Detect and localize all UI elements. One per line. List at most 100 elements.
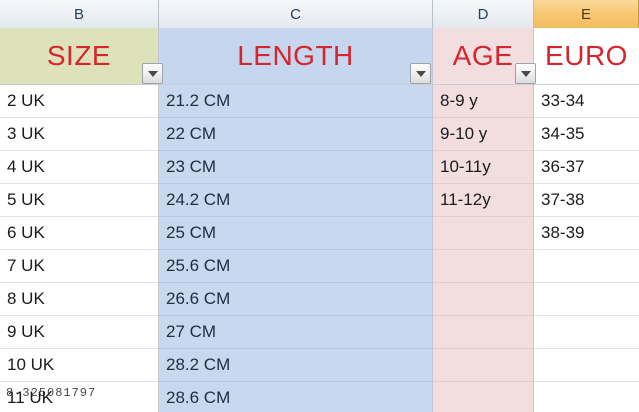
grid-body: SIZE 2 UK 3 UK 4 UK 5 UK 6 UK 7 UK 8 UK … xyxy=(0,28,639,412)
table-row[interactable]: 9-10 y xyxy=(433,118,534,151)
table-row[interactable] xyxy=(534,250,639,283)
column-header-c[interactable]: C xyxy=(159,0,433,28)
table-row[interactable] xyxy=(433,250,534,283)
column-divider-cd xyxy=(432,28,433,412)
column-d-age: AGE 8-9 y 9-10 y 10-11y 11-12y xyxy=(433,28,534,412)
table-row[interactable] xyxy=(534,382,639,412)
table-header-length-label: LENGTH xyxy=(237,40,354,71)
cell-size: 7 UK xyxy=(7,256,45,275)
table-row[interactable]: 23 CM xyxy=(159,151,433,184)
column-header-strip: B C D E xyxy=(0,0,639,28)
table-row[interactable]: 8-9 y xyxy=(433,85,534,118)
table-row[interactable]: 22 CM xyxy=(159,118,433,151)
table-row[interactable] xyxy=(534,349,639,382)
table-row[interactable]: 6 UK xyxy=(0,217,159,250)
table-row[interactable]: 34-35 xyxy=(534,118,639,151)
table-row[interactable]: 27 CM xyxy=(159,316,433,349)
column-c-cells: 21.2 CM 22 CM 23 CM 24.2 CM 25 CM 25.6 C… xyxy=(159,85,433,412)
table-row[interactable] xyxy=(534,316,639,349)
table-row[interactable]: 5 UK xyxy=(0,184,159,217)
table-row[interactable]: 28.2 CM xyxy=(159,349,433,382)
column-divider-bc xyxy=(158,28,159,412)
cell-size: 4 UK xyxy=(7,157,45,176)
table-row[interactable]: 28.6 CM xyxy=(159,382,433,412)
table-row[interactable]: 24.2 CM xyxy=(159,184,433,217)
column-header-b[interactable]: B xyxy=(0,0,159,28)
table-row[interactable]: 11-12y xyxy=(433,184,534,217)
column-header-b-label: B xyxy=(73,5,84,23)
cell-age: 10-11y xyxy=(440,157,491,176)
table-header-age-label: AGE xyxy=(452,40,514,71)
column-header-c-label: C xyxy=(290,5,301,23)
cell-age: 8-9 y xyxy=(440,91,478,110)
table-header-length[interactable]: LENGTH xyxy=(159,28,433,85)
table-row[interactable]: 7 UK xyxy=(0,250,159,283)
filter-dropdown-length[interactable] xyxy=(410,63,431,84)
cell-size: 9 UK xyxy=(7,322,45,341)
cell-length: 25 CM xyxy=(166,223,217,242)
cell-size: 5 UK xyxy=(7,190,45,209)
table-header-size-label: SIZE xyxy=(46,40,112,71)
table-row[interactable]: 2 UK xyxy=(0,85,159,118)
table-row[interactable]: 38-39 xyxy=(534,217,639,250)
cell-euro: 34-35 xyxy=(541,124,585,143)
table-row[interactable]: 26.6 CM xyxy=(159,283,433,316)
cell-length: 22 CM xyxy=(166,124,217,143)
table-row[interactable]: 37-38 xyxy=(534,184,639,217)
table-header-euro[interactable]: EURO xyxy=(534,28,639,85)
cell-size: 10 UK xyxy=(7,355,55,374)
cell-size: 6 UK xyxy=(7,223,45,242)
column-e-euro: EURO 33-34 34-35 36-37 37-38 38-39 xyxy=(534,28,639,412)
table-row[interactable]: 25.6 CM xyxy=(159,250,433,283)
filter-dropdown-size[interactable] xyxy=(142,63,163,84)
table-header-size[interactable]: SIZE xyxy=(0,28,159,85)
table-row[interactable]: 3 UK xyxy=(0,118,159,151)
cell-euro: 33-34 xyxy=(541,91,585,110)
column-divider-de xyxy=(533,28,534,412)
cell-length: 21.2 CM xyxy=(166,91,231,110)
table-row[interactable] xyxy=(433,382,534,412)
cell-length: 24.2 CM xyxy=(166,190,231,209)
table-row[interactable] xyxy=(433,316,534,349)
table-row[interactable]: 21.2 CM xyxy=(159,85,433,118)
cell-age: 11-12y xyxy=(440,190,491,209)
table-row[interactable] xyxy=(433,349,534,382)
column-header-e[interactable]: E xyxy=(534,0,639,28)
column-d-cells: 8-9 y 9-10 y 10-11y 11-12y xyxy=(433,85,534,412)
chevron-down-icon xyxy=(520,70,531,77)
cell-length: 28.6 CM xyxy=(166,388,231,407)
filter-dropdown-age[interactable] xyxy=(515,63,536,84)
table-row[interactable]: 4 UK xyxy=(0,151,159,184)
chevron-down-icon xyxy=(415,70,426,77)
chevron-down-icon xyxy=(147,70,158,77)
table-row[interactable]: 25 CM xyxy=(159,217,433,250)
column-e-cells: 33-34 34-35 36-37 37-38 38-39 xyxy=(534,85,639,412)
cell-length: 27 CM xyxy=(166,322,217,341)
table-row[interactable]: 10 UK xyxy=(0,349,159,382)
table-row[interactable]: 9 UK xyxy=(0,316,159,349)
table-row[interactable] xyxy=(433,217,534,250)
cell-size: 3 UK xyxy=(7,124,45,143)
cell-size: 8 UK xyxy=(7,289,45,308)
cell-euro: 37-38 xyxy=(541,190,585,209)
cell-euro: 38-39 xyxy=(541,223,585,242)
column-b-cells: 2 UK 3 UK 4 UK 5 UK 6 UK 7 UK 8 UK 9 UK … xyxy=(0,85,159,412)
cell-euro: 36-37 xyxy=(541,157,585,176)
cell-size: 11 UK xyxy=(7,388,53,407)
table-header-euro-label: EURO xyxy=(545,40,628,71)
table-row[interactable]: 8 UK xyxy=(0,283,159,316)
column-header-d-label: D xyxy=(477,5,489,23)
cell-age: 9-10 y xyxy=(440,124,488,143)
cell-length: 26.6 CM xyxy=(166,289,231,308)
cell-length: 28.2 CM xyxy=(166,355,231,374)
table-row[interactable] xyxy=(433,283,534,316)
column-c-length: LENGTH 21.2 CM 22 CM 23 CM 24.2 CM 25 CM… xyxy=(159,28,433,412)
column-header-d[interactable]: D xyxy=(433,0,534,28)
cell-length: 25.6 CM xyxy=(166,256,231,275)
table-row[interactable]: 10-11y xyxy=(433,151,534,184)
table-row[interactable]: 33-34 xyxy=(534,85,639,118)
table-row[interactable]: 36-37 xyxy=(534,151,639,184)
watermark-text: 8-325081797 xyxy=(6,386,97,400)
table-row[interactable] xyxy=(534,283,639,316)
